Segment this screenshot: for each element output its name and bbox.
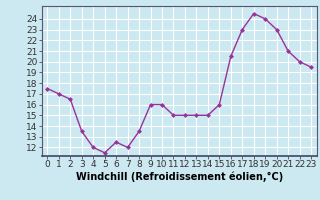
X-axis label: Windchill (Refroidissement éolien,°C): Windchill (Refroidissement éolien,°C) (76, 172, 283, 182)
